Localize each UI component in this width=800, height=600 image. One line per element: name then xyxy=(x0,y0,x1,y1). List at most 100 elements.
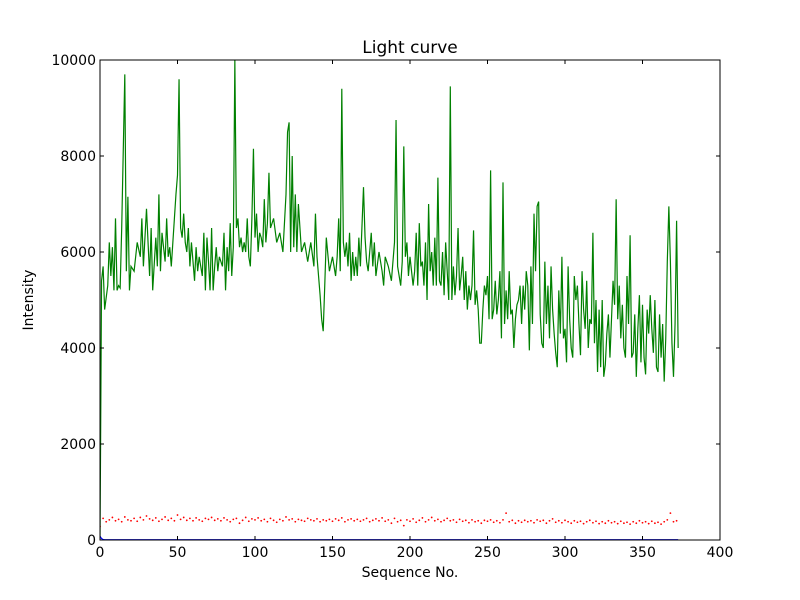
data-point xyxy=(204,517,207,520)
data-point xyxy=(495,519,498,522)
data-point xyxy=(288,518,290,521)
data-point xyxy=(368,520,371,523)
data-point xyxy=(167,519,170,522)
data-point xyxy=(666,518,669,521)
data-point xyxy=(353,519,356,522)
data-point xyxy=(381,517,383,519)
data-point xyxy=(396,520,399,523)
data-point xyxy=(588,519,591,522)
data-point xyxy=(384,520,387,523)
data-point xyxy=(285,516,287,518)
data-point xyxy=(557,519,560,522)
data-point xyxy=(477,519,480,522)
data-point xyxy=(567,520,569,523)
data-point xyxy=(592,521,594,524)
data-point xyxy=(238,522,241,525)
data-point xyxy=(548,519,551,522)
data-point xyxy=(161,518,163,521)
data-point xyxy=(508,520,511,523)
data-point xyxy=(334,517,337,520)
data-point xyxy=(440,520,442,523)
data-point xyxy=(635,522,638,525)
data-point xyxy=(650,520,653,523)
data-point xyxy=(213,519,216,522)
data-point xyxy=(294,520,297,523)
data-point xyxy=(474,520,476,523)
data-point xyxy=(241,519,244,522)
data-point xyxy=(647,522,650,525)
data-point xyxy=(278,518,281,521)
data-point xyxy=(375,517,377,520)
data-point xyxy=(316,517,318,520)
data-point xyxy=(598,522,600,525)
data-point xyxy=(216,517,219,520)
data-point xyxy=(269,517,272,520)
data-point xyxy=(291,517,294,520)
x-axis-label: Sequence No. xyxy=(362,565,459,581)
data-point xyxy=(536,518,538,521)
data-point xyxy=(480,522,483,525)
data-point xyxy=(610,521,613,524)
data-point xyxy=(371,519,374,522)
data-point xyxy=(412,517,414,520)
data-point xyxy=(331,520,334,523)
data-point xyxy=(551,517,554,520)
data-point xyxy=(344,520,346,523)
data-point xyxy=(526,520,529,523)
data-point xyxy=(260,519,263,522)
data-point xyxy=(533,521,535,524)
data-point xyxy=(173,519,176,522)
data-point xyxy=(328,518,331,521)
x-tick-label: 250 xyxy=(474,545,501,561)
data-point xyxy=(499,521,501,524)
x-tick-label: 200 xyxy=(397,545,424,561)
data-point xyxy=(393,517,396,520)
data-point xyxy=(247,520,250,523)
data-point xyxy=(337,519,340,522)
data-point xyxy=(443,519,445,522)
data-point xyxy=(127,518,129,521)
x-tick-label: 50 xyxy=(169,545,187,561)
data-point xyxy=(275,521,278,524)
data-point xyxy=(399,519,402,522)
y-axis-label: Intensity xyxy=(21,270,37,331)
x-tick-label: 150 xyxy=(319,545,346,561)
data-point xyxy=(604,522,607,525)
data-point xyxy=(418,519,421,522)
data-point xyxy=(545,522,548,525)
data-point xyxy=(362,518,365,521)
data-point xyxy=(154,517,157,519)
data-point xyxy=(654,522,656,525)
data-point xyxy=(347,518,349,521)
data-point xyxy=(378,519,380,522)
x-tick-label: 400 xyxy=(707,545,734,561)
data-point xyxy=(427,518,430,521)
data-point xyxy=(235,517,238,520)
data-point xyxy=(313,519,315,522)
data-point xyxy=(244,516,247,519)
plot-area xyxy=(100,60,720,540)
data-point xyxy=(117,518,120,521)
data-point xyxy=(502,518,504,521)
data-point xyxy=(136,520,139,523)
data-point xyxy=(619,520,622,523)
data-point xyxy=(458,518,461,521)
data-point xyxy=(573,519,576,522)
data-point xyxy=(406,518,408,521)
y-tick-label: 6000 xyxy=(60,245,96,261)
data-point xyxy=(185,519,188,522)
data-point xyxy=(446,517,449,520)
data-point xyxy=(486,520,489,523)
data-point xyxy=(660,523,662,526)
data-point xyxy=(148,517,151,520)
data-point xyxy=(282,519,284,522)
data-point xyxy=(570,522,573,525)
data-point xyxy=(520,521,523,524)
data-point xyxy=(464,519,467,522)
data-point xyxy=(356,518,359,521)
data-point xyxy=(192,519,194,522)
data-point xyxy=(626,521,628,524)
data-point xyxy=(641,521,644,524)
data-point xyxy=(514,522,517,525)
